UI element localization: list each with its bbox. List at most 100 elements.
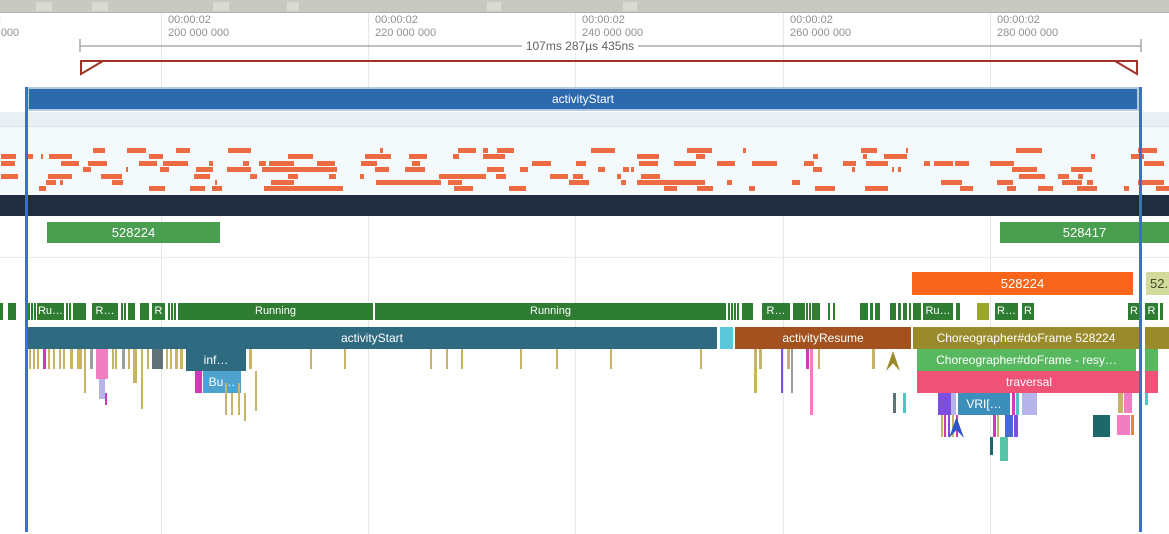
thread-state-segment[interactable] xyxy=(898,303,901,320)
thread-state-segment[interactable] xyxy=(734,303,736,320)
thread-state-segment[interactable] xyxy=(128,303,135,320)
thread-state-segment[interactable] xyxy=(903,303,907,320)
counter-bar-green[interactable]: 528417 xyxy=(1000,222,1169,243)
thin-slice xyxy=(1005,415,1013,437)
counter-bar-green[interactable]: 528224 xyxy=(47,222,220,243)
mini-slice xyxy=(193,173,210,179)
thread-state-segment[interactable] xyxy=(168,303,170,320)
thread-state-segment[interactable] xyxy=(174,303,176,320)
mini-slice xyxy=(189,186,206,192)
thread-state-segment[interactable] xyxy=(28,303,30,320)
mini-slice xyxy=(264,186,343,192)
thin-slice xyxy=(112,349,114,369)
thread-state-segment[interactable] xyxy=(875,303,880,320)
thread-state-segment[interactable] xyxy=(913,303,921,320)
slice-activitystart[interactable]: activityStart xyxy=(27,327,717,349)
thread-state-segment[interactable] xyxy=(66,303,68,320)
thread-state-segment[interactable]: R xyxy=(1128,303,1140,320)
thread-state-segment[interactable]: R… xyxy=(995,303,1018,320)
thin-slice xyxy=(310,349,312,369)
counter-bar-orange[interactable]: 528224 xyxy=(912,272,1133,295)
thread-state-segment[interactable] xyxy=(809,303,811,320)
thread-state-segment[interactable]: R xyxy=(152,303,165,320)
slice-fragment[interactable] xyxy=(1145,349,1158,371)
thread-state-segment[interactable]: R xyxy=(1145,303,1158,320)
mini-slice xyxy=(865,160,889,166)
slice-inf-[interactable]: inf… xyxy=(186,349,246,371)
thread-state-segment[interactable]: Running xyxy=(375,303,726,320)
thin-slice xyxy=(1016,393,1019,415)
selected-slice-activitystart[interactable]: activityStart xyxy=(27,87,1139,111)
counter-bar-khaki[interactable]: 52. xyxy=(1146,272,1169,295)
mini-slice xyxy=(1131,154,1144,160)
thread-state-segment[interactable] xyxy=(833,303,835,320)
thread-state-segment[interactable] xyxy=(806,303,808,320)
thread-state-segment[interactable]: Ru… xyxy=(37,303,64,320)
thin-slice xyxy=(951,393,956,415)
thread-state-segment[interactable] xyxy=(731,303,733,320)
thin-slice xyxy=(90,349,93,369)
thread-state-segment[interactable] xyxy=(8,303,16,320)
slice-activityresume[interactable]: activityResume xyxy=(735,327,911,349)
slice-bu-[interactable]: Bu… xyxy=(203,371,241,393)
thread-state-segment[interactable] xyxy=(890,303,896,320)
thread-state-segment[interactable] xyxy=(0,303,3,320)
thin-slice xyxy=(941,415,943,437)
mini-slice xyxy=(379,148,383,153)
thread-state-segment[interactable] xyxy=(140,303,149,320)
thin-slice xyxy=(990,437,993,455)
mini-slice xyxy=(1011,167,1037,173)
thread-state-segment[interactable] xyxy=(737,303,739,320)
thread-state-segment[interactable] xyxy=(977,303,989,320)
mini-slice xyxy=(125,167,129,173)
thin-slice xyxy=(238,383,240,415)
instant-marker-icon[interactable] xyxy=(886,351,900,371)
mini-slice xyxy=(1087,180,1094,185)
slice-fragment[interactable] xyxy=(720,327,733,349)
mini-slice xyxy=(148,154,164,160)
thread-state-segment[interactable] xyxy=(69,303,71,320)
process-header-bar[interactable] xyxy=(0,195,1169,216)
thread-state-segment[interactable] xyxy=(793,303,805,320)
thread-state-segment[interactable]: R… xyxy=(92,303,118,320)
mini-slice xyxy=(1,160,15,166)
thread-state-segment[interactable] xyxy=(124,303,126,320)
thread-state-segment[interactable] xyxy=(870,303,873,320)
thread-state-segment[interactable]: R xyxy=(1022,303,1034,320)
slice-fragment[interactable] xyxy=(1145,327,1169,349)
thin-slice xyxy=(610,349,612,369)
slice-choreographer-doframe-resy-[interactable]: Choreographer#doFrame - resy… xyxy=(917,349,1136,371)
thread-state-segment[interactable]: Ru… xyxy=(923,303,953,320)
selection-guide-left[interactable] xyxy=(25,87,28,532)
thread-state-segment[interactable]: Running xyxy=(178,303,373,320)
thread-state-segment[interactable]: R… xyxy=(762,303,790,320)
thread-state-segment[interactable] xyxy=(34,303,36,320)
mini-slice xyxy=(861,148,877,153)
overview-strip[interactable] xyxy=(0,0,1169,13)
thread-state-segment[interactable] xyxy=(31,303,33,320)
slice-choreographer-doframe-528224[interactable]: Choreographer#doFrame 528224 xyxy=(913,327,1139,349)
slice-fragment[interactable] xyxy=(1145,371,1158,393)
thread-state-segment[interactable] xyxy=(909,303,911,320)
thread-state-segment[interactable] xyxy=(121,303,123,320)
thread-state-segment[interactable] xyxy=(812,303,820,320)
mini-slice xyxy=(550,173,569,179)
slice-traversal[interactable]: traversal xyxy=(917,371,1141,393)
mini-slice xyxy=(955,160,969,166)
slice-vri-[interactable]: VRI[… xyxy=(958,393,1010,415)
selection-guide-right[interactable] xyxy=(1139,87,1142,532)
thread-state-segment[interactable] xyxy=(956,303,960,320)
thin-slice xyxy=(1012,393,1015,415)
thread-state-segment[interactable] xyxy=(171,303,173,320)
thread-state-segment[interactable] xyxy=(828,303,830,320)
thread-state-segment[interactable] xyxy=(742,303,753,320)
mini-slice xyxy=(717,160,736,166)
thread-state-segment[interactable] xyxy=(1160,303,1163,320)
thread-state-segment[interactable] xyxy=(73,303,86,320)
thread-state-segment[interactable] xyxy=(860,303,868,320)
overview-mark xyxy=(487,2,501,11)
mini-slice xyxy=(695,154,705,160)
thread-state-segment[interactable] xyxy=(728,303,730,320)
mini-slice xyxy=(228,148,252,153)
mini-slice xyxy=(686,148,712,153)
